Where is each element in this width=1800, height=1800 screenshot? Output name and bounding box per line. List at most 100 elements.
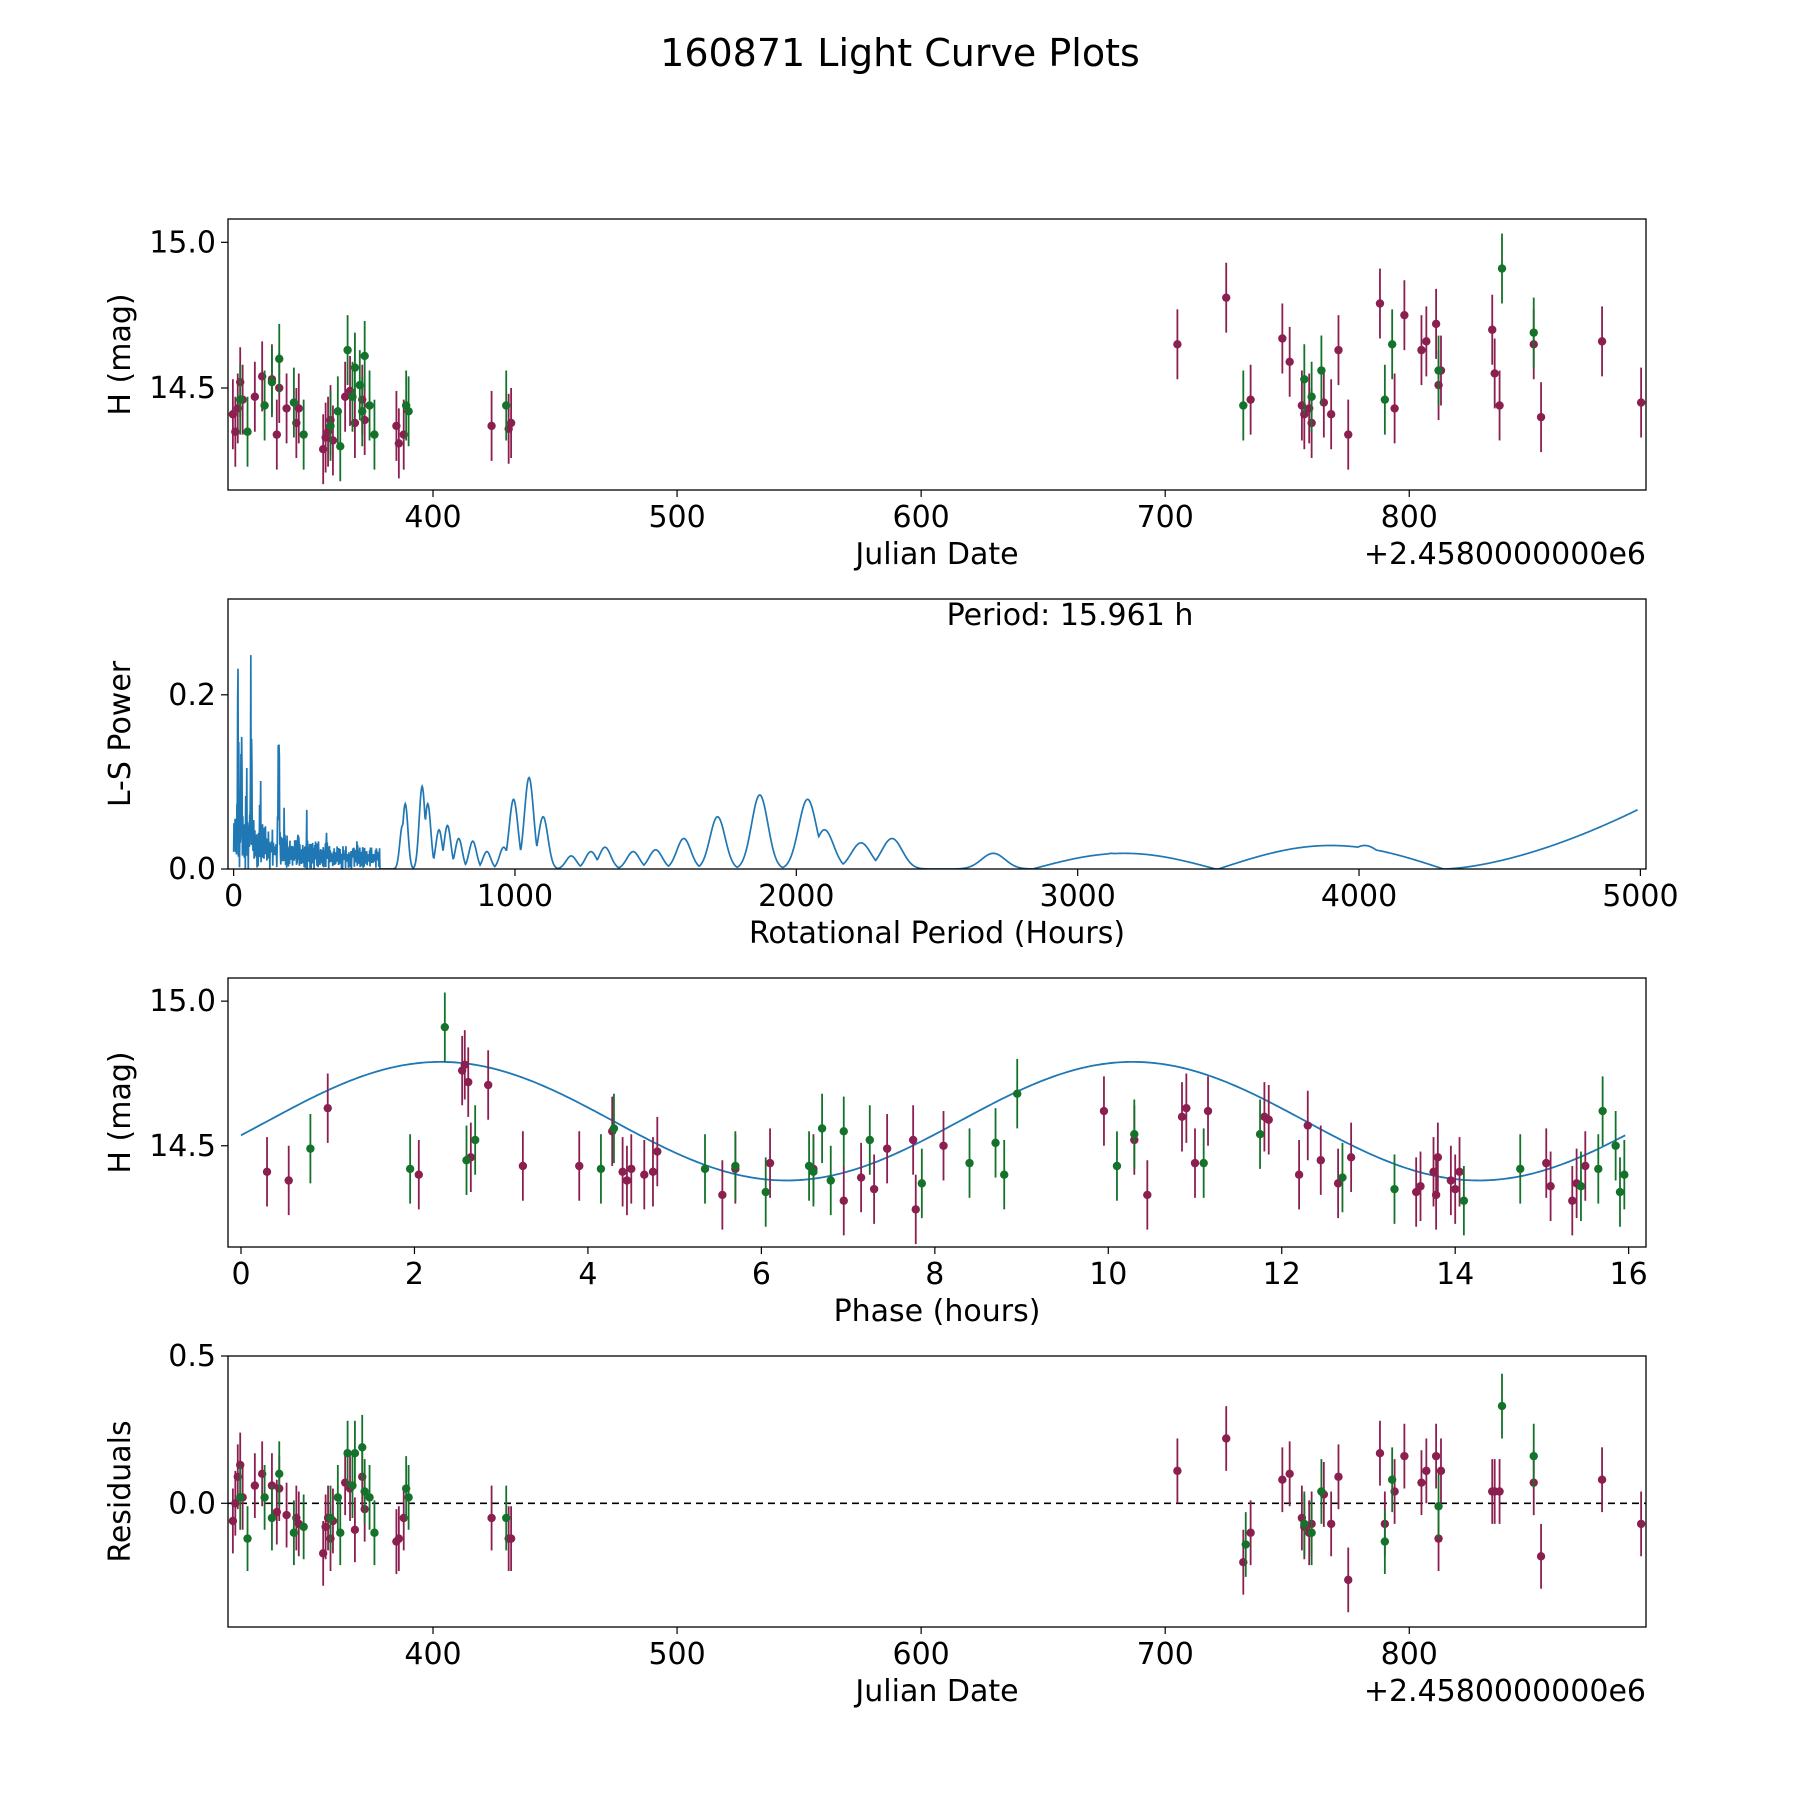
data-point-maroon	[414, 1170, 424, 1179]
data-point-green	[1380, 395, 1390, 404]
y-tick-label-ls: 0.0	[168, 852, 216, 887]
data-point-maroon	[1436, 1466, 1446, 1476]
x-axis-label-ls: Rotational Period (Hours)	[749, 916, 1125, 951]
x-tick-label-ls: 2000	[758, 879, 834, 914]
data-point-maroon	[1177, 1112, 1187, 1122]
data-point-green	[470, 1135, 480, 1145]
x-offset-text-resid: +2.4580000000e6	[1364, 1674, 1646, 1709]
x-offset-text-lc: +2.4580000000e6	[1364, 537, 1646, 572]
data-point-maroon	[1597, 337, 1607, 346]
y-axis-label-lc: H (mag)	[103, 293, 138, 415]
data-point-green	[275, 354, 284, 364]
data-point-maroon	[1375, 1449, 1385, 1458]
data-point-green	[502, 401, 511, 410]
data-point-maroon	[464, 1077, 473, 1087]
data-point-maroon	[323, 1103, 332, 1113]
data-point-green	[1000, 1170, 1009, 1179]
panel-ls: 0 1000 2000 3000 4000 5000 0.0 0.2 Rotational Pe…	[103, 598, 1679, 951]
data-point-green	[404, 407, 413, 416]
data-point-maroon	[1455, 1167, 1464, 1176]
data-point-maroon	[518, 1161, 528, 1171]
data-point-green	[336, 1528, 345, 1537]
data-point-maroon	[908, 1135, 918, 1145]
x-tick-label-resid: 800	[1381, 1637, 1438, 1672]
data-point-green	[440, 1022, 450, 1032]
data-point-maroon	[1326, 410, 1336, 419]
data-point-maroon	[1422, 1466, 1431, 1476]
data-point-maroon	[1495, 401, 1504, 410]
data-point-maroon	[1344, 430, 1353, 439]
data-point-maroon	[487, 1513, 496, 1523]
period-annotation: Period: 15.961 h	[947, 598, 1194, 633]
data-point-maroon	[765, 1158, 775, 1168]
data-point-maroon	[1400, 1451, 1409, 1461]
data-point-maroon	[640, 1170, 649, 1179]
data-point-green	[1241, 1540, 1250, 1549]
data-point-maroon	[1542, 1158, 1551, 1168]
data-point-maroon	[1434, 1534, 1443, 1543]
data-point-maroon	[1346, 1153, 1356, 1162]
data-point-maroon	[1417, 1478, 1426, 1487]
data-point-green	[358, 407, 367, 416]
panel-phase: 0 2 4 6 8 10 12 14 16 14.5 15.0 Phase (hours) H (mag…	[103, 977, 1648, 1329]
data-point-green	[1013, 1089, 1022, 1098]
x-tick-label-phase: 14	[1436, 1257, 1474, 1292]
data-point-maroon	[1431, 1190, 1441, 1200]
data-point-green	[1300, 375, 1309, 384]
x-axis-label-lc: Julian Date	[853, 537, 1018, 572]
data-point-green	[761, 1187, 770, 1197]
x-tick-label-lc: 600	[893, 500, 950, 535]
data-point-green	[336, 442, 345, 451]
x-tick-label-lc: 500	[648, 500, 705, 535]
x-tick-label-ls: 1000	[477, 879, 553, 914]
data-point-maroon	[653, 1147, 662, 1156]
panel-resid: 400 500 600 700 800 0.0 0.5 Julian Date Residual…	[103, 1339, 1647, 1709]
data-point-maroon	[1294, 1170, 1304, 1179]
x-tick-label-resid: 700	[1137, 1637, 1194, 1672]
y-tick-label-lc: 14.5	[149, 371, 216, 406]
data-point-maroon	[340, 392, 350, 401]
data-point-maroon	[250, 1481, 260, 1490]
figure-title: 160871 Light Curve Plots	[660, 31, 1140, 75]
data-point-maroon	[839, 1196, 848, 1205]
data-point-maroon	[1375, 299, 1385, 308]
data-point-maroon	[1431, 319, 1441, 329]
data-point-green	[1390, 1184, 1399, 1194]
data-point-maroon	[506, 1534, 516, 1543]
x-tick-label-lc: 700	[1137, 500, 1194, 535]
data-point-maroon	[1278, 334, 1287, 343]
data-point-maroon	[272, 430, 282, 439]
data-point-maroon	[1203, 1106, 1213, 1116]
data-point-maroon	[622, 1176, 632, 1185]
data-point-maroon	[294, 404, 303, 413]
panel-lc: 400 500 600 700 800 14.5 15.0 Julian Date H (mag…	[103, 218, 1647, 572]
data-point-green	[1497, 1401, 1507, 1411]
data-point-green	[350, 1449, 360, 1458]
data-point-green	[260, 1493, 269, 1502]
data-point-maroon	[1431, 1451, 1441, 1461]
axes-frame-ls	[227, 598, 1647, 870]
data-point-green	[1112, 1161, 1122, 1171]
data-point-maroon	[483, 1080, 493, 1090]
data-point-maroon	[1536, 1552, 1546, 1561]
y-tick-label-resid: 0.0	[168, 1486, 216, 1521]
data-point-green	[1338, 1173, 1347, 1182]
data-point-green	[1300, 1519, 1309, 1529]
data-point-green	[1516, 1164, 1525, 1174]
x-tick-label-phase: 0	[231, 1257, 250, 1292]
data-point-maroon	[1411, 1187, 1421, 1197]
data-point-maroon	[1316, 1156, 1325, 1165]
periodogram-line	[232, 655, 1638, 869]
data-point-maroon	[882, 1144, 892, 1153]
data-point-green	[350, 363, 360, 372]
x-tick-label-ls: 3000	[1039, 879, 1115, 914]
data-point-maroon	[394, 1534, 404, 1543]
data-point-green	[596, 1164, 606, 1174]
data-point-green	[343, 1449, 352, 1458]
data-point-maroon	[1285, 1469, 1294, 1479]
data-point-green	[326, 421, 335, 431]
x-tick-label-resid: 400	[404, 1637, 461, 1672]
plot-area-ls	[232, 655, 1638, 869]
